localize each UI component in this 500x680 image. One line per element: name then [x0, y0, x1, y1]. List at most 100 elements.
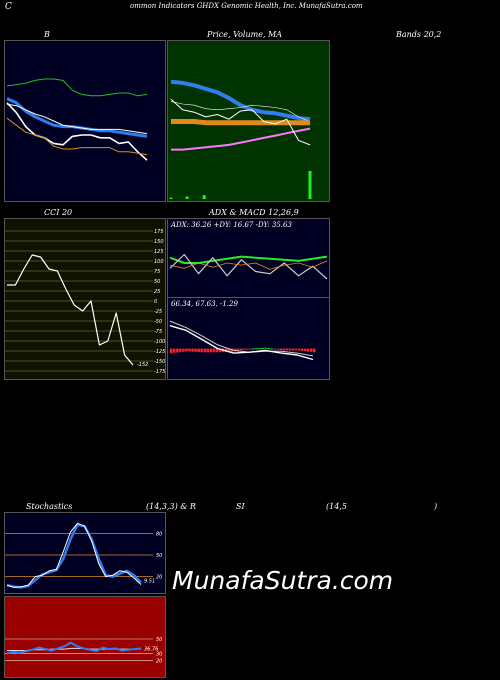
cci-tick-label: 125: [154, 249, 164, 255]
rsi-tick-label: 30: [156, 651, 162, 657]
macd-histogram-bar: [191, 348, 194, 352]
macd-histogram-bar: [233, 348, 237, 352]
macd-histogram-bar: [291, 348, 295, 351]
macd-histogram-bar: [303, 348, 307, 352]
cci-panel: 175 150 125 100 75 50 25 0 -25 -50 -75 -100 -125 -150…: [4, 218, 166, 380]
macd-histogram-bar: [218, 348, 222, 353]
macd-histogram-bar: [285, 348, 289, 351]
title-stoch-params: (14,3,3) & R: [146, 502, 196, 511]
macd-histogram-bar: [200, 348, 203, 353]
macd-histogram-bar: [240, 348, 243, 351]
macd-label: 66.34, 67.63, -1.29: [171, 300, 238, 308]
macd-histogram-bar: [267, 348, 270, 349]
bollinger-series-2: [6, 103, 148, 135]
adx-series-2: [169, 260, 328, 270]
macd-histogram-bar: [206, 348, 209, 353]
macd-signal-line: [169, 320, 314, 357]
price-series-1: [170, 101, 311, 122]
adx-series-1: [169, 253, 328, 280]
macd-panel: 66.34, 67.63, -1.29: [167, 297, 330, 380]
cci-tick-label: 150: [154, 239, 164, 245]
macd-histogram-bar: [224, 348, 228, 352]
rsi-last-label: 36.76: [144, 646, 158, 652]
volume-bar: [202, 195, 206, 199]
macd-histogram-bar: [212, 348, 216, 353]
cci-last-label: -152: [137, 362, 148, 368]
macd-line: [169, 325, 314, 361]
macd-histogram-bar: [246, 348, 249, 350]
title-rsi-params: (14,5: [326, 502, 347, 511]
cci-tick-label: 25: [154, 289, 160, 295]
title-adx-macd: ADX & MACD 12,26,9: [209, 208, 299, 217]
watermark-text: MunafaSutra.com: [172, 566, 394, 595]
stoch-tick-label: 50: [156, 553, 162, 559]
macd-histogram-bar: [249, 348, 252, 350]
macd-histogram-bar: [294, 348, 298, 351]
title-rsi-close: ): [434, 502, 438, 511]
cci-tick-label: 175: [154, 229, 164, 235]
cci-tick-label: 50: [154, 279, 160, 285]
cci-tick-label: -50: [154, 319, 162, 325]
stoch-last-label: 9.51: [144, 579, 155, 585]
title-bands: Bands 20,2: [396, 30, 442, 39]
title-cci: CCI 20: [44, 208, 73, 217]
macd-histogram-bar: [215, 348, 219, 353]
bollinger-series-4: [6, 117, 148, 156]
macd-histogram-bar: [279, 348, 282, 351]
macd-histogram-bar: [252, 348, 255, 350]
cci-line: [7, 254, 134, 366]
macd-histogram-bar: [258, 348, 261, 350]
adx-panel: ADX: 36.26 +DY: 16.67 -DY: 35.63: [167, 218, 330, 298]
adx-label: ADX: 36.26 +DY: 16.67 -DY: 35.63: [171, 221, 292, 229]
macd-histogram-bar: [173, 348, 176, 353]
header-left-char: C: [5, 2, 12, 12]
bollinger-panel: [4, 40, 166, 202]
macd-histogram-bar: [197, 348, 200, 352]
stoch-tick-label: 80: [156, 531, 162, 537]
macd-histogram-bar: [179, 348, 182, 353]
macd-histogram-bar: [185, 348, 188, 352]
macd-histogram-bar: [182, 348, 185, 352]
macd-histogram-bar: [194, 348, 197, 352]
macd-histogram-bar: [300, 348, 304, 351]
macd-histogram-bar: [297, 348, 301, 351]
macd-histogram-bar: [236, 348, 240, 351]
cci-tick-label: 100: [154, 259, 164, 265]
macd-histogram-bar: [261, 347, 264, 349]
title-price-volume-ma: Price, Volume, MA: [207, 30, 283, 39]
macd-histogram-bar: [276, 348, 279, 350]
macd-histogram-bar: [176, 348, 179, 353]
macd-histogram-bar: [313, 348, 316, 353]
price-series-3: [171, 127, 311, 151]
bollinger-series-3: [6, 102, 148, 161]
stochastics-chart: 80 50 209.51: [5, 522, 162, 589]
cci-tick-label: -175: [154, 369, 165, 375]
macd-histogram-bar: [310, 348, 313, 352]
stoch-tick-label: 20: [156, 575, 162, 581]
rsi-chart: 50 30 20 36.76: [5, 637, 162, 665]
cci-tick-label: -75: [154, 329, 162, 335]
rsi-panel: 50 30 20 36.76: [4, 596, 166, 678]
bollinger-series-0: [6, 78, 148, 97]
bollinger-chart: [6, 78, 148, 161]
cci-tick-label: 0: [154, 299, 157, 305]
title-si: SI: [236, 502, 245, 511]
stochastics-panel: 80 50 20 9.51: [4, 512, 166, 594]
title-b: B: [44, 30, 50, 39]
macd-histogram-bar: [282, 348, 286, 351]
macd-histogram-bar: [270, 348, 273, 350]
price-panel: [167, 40, 330, 202]
price-series-2: [171, 119, 310, 126]
cci-tick-label: -100: [154, 339, 165, 345]
macd-histogram-bar: [255, 348, 258, 350]
macd-histogram-bar: [188, 348, 191, 352]
volume-bar: [169, 197, 173, 199]
volume-bar: [308, 171, 312, 199]
macd-histogram-bar: [273, 348, 276, 350]
adx-chart: [169, 253, 328, 280]
header-title: ommon Indicators GHDX Genomic Health, In…: [130, 2, 363, 10]
macd-histogram-bar: [227, 348, 231, 352]
adx-series-0: [169, 255, 328, 264]
macd-histogram-bar: [243, 348, 246, 350]
rsi-tick-label: 20: [156, 659, 162, 665]
